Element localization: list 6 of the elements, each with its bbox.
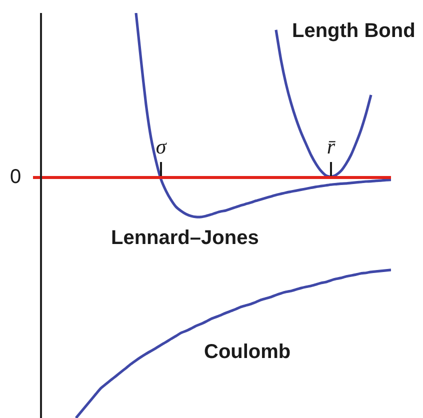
- x-tick-label: σ: [156, 134, 168, 159]
- series-label: Length Bond: [292, 20, 416, 42]
- series-label: Coulomb: [204, 341, 291, 363]
- series-label: Lennard–Jones: [111, 227, 259, 249]
- text: 0: [10, 166, 22, 188]
- x-tick-label: r̄: [326, 134, 336, 159]
